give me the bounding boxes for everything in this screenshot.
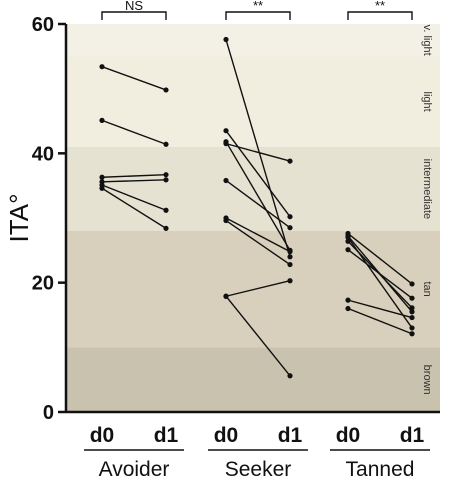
seeker-pair-line-6 — [225, 220, 291, 266]
seeker-point-d1-0 — [287, 254, 293, 260]
y-axis-label: ITA° — [4, 194, 34, 243]
band-label-1: light — [421, 92, 433, 112]
avoider-significance: NS — [125, 0, 143, 13]
tanned-group-label: Tanned — [346, 458, 415, 480]
band-label-4: brown — [421, 365, 433, 395]
band-label-2: intermediate — [421, 159, 433, 220]
seeker-point-d1-4 — [287, 225, 293, 231]
avoider-pair-line-0 — [101, 66, 167, 91]
seeker-point-d0-0 — [223, 36, 229, 43]
seeker-point-d1-3 — [287, 158, 293, 164]
tanned-point-d1-2 — [409, 325, 415, 331]
band-labels: v. light light intermediate tan brown — [421, 25, 433, 395]
avoider-point-d1-0 — [163, 87, 169, 93]
tanned-point-d1-0 — [409, 281, 415, 287]
y-tick-label-3: 60 — [32, 14, 54, 36]
avoider-pair-line-2 — [101, 173, 167, 178]
tanned-point-d1-1 — [409, 309, 415, 315]
avoider-tick-d0: d0 — [90, 424, 115, 447]
tanned-point-d0-3 — [345, 238, 351, 244]
y-tick-label-0: 0 — [43, 402, 54, 424]
x-axis: d0 d1 Avoider d0 d1 Seeker d0 d1 Tanned — [66, 410, 440, 480]
y-tick-label-1: 20 — [32, 273, 54, 295]
avoider-group-label: Avoider — [99, 458, 170, 480]
avoider-point-d0-2 — [99, 174, 105, 180]
avoider-pair-line-1 — [101, 119, 167, 145]
band-0 — [66, 24, 440, 57]
tanned-point-d1-4 — [409, 295, 415, 301]
band-label-0: v. light — [421, 25, 433, 56]
tanned-tick-d1: d1 — [400, 424, 425, 447]
seeker-point-d0-3 — [223, 141, 229, 147]
data-points — [99, 36, 415, 379]
seeker-pair-line-3 — [225, 142, 291, 162]
skin-type-bands — [66, 24, 440, 412]
seeker-tick-d0: d0 — [214, 424, 239, 447]
band-4 — [66, 347, 440, 412]
seeker-point-d1-7 — [287, 278, 293, 284]
seeker-bracket — [225, 11, 291, 20]
seeker-pair-line-4 — [225, 179, 291, 229]
seeker-point-d1-1 — [287, 214, 293, 220]
seeker-significance: ** — [253, 0, 263, 13]
seeker-pair-line-5 — [225, 217, 291, 253]
avoider-point-d0-0 — [99, 64, 105, 70]
avoider-pair-line-3 — [101, 179, 167, 183]
avoider-point-d1-4 — [163, 207, 169, 213]
seeker-point-d0-1 — [223, 128, 229, 134]
seeker-point-d0-6 — [223, 217, 229, 224]
seeker-pair-line-1 — [225, 130, 291, 218]
band-label-3: tan — [421, 281, 433, 296]
tanned-point-d1-6 — [409, 331, 415, 337]
tanned-point-d0-5 — [345, 297, 351, 303]
seeker-point-d1-5 — [287, 249, 293, 255]
tanned-point-d0-4 — [345, 247, 351, 253]
seeker-point-d1-8 — [287, 373, 293, 379]
tanned-pair-line-0 — [347, 232, 413, 285]
tanned-pair-line-5 — [347, 299, 413, 319]
tanned-significance: ** — [375, 0, 385, 13]
avoider-pair-line-5 — [101, 187, 167, 229]
seeker-pair-line-2 — [225, 141, 291, 251]
y-axis: 0 20 40 60 — [32, 14, 68, 424]
seeker-point-d1-6 — [287, 261, 293, 268]
paired-lines — [101, 39, 413, 377]
tanned-pair-line-6 — [347, 307, 413, 335]
avoider-pair-line-4 — [101, 184, 167, 211]
avoider-bracket — [101, 11, 167, 20]
avoider-point-d0-1 — [99, 117, 105, 123]
avoider-point-d1-3 — [163, 177, 169, 183]
significance-brackets: NS ** ** — [101, 0, 413, 20]
tanned-point-d1-3 — [409, 305, 415, 311]
avoider-point-d1-1 — [163, 141, 169, 147]
avoider-point-d1-2 — [163, 172, 169, 178]
tanned-point-d0-6 — [345, 305, 351, 312]
avoider-point-d1-5 — [163, 225, 169, 231]
seeker-group-label: Seeker — [225, 458, 292, 480]
y-tick-label-2: 40 — [32, 143, 54, 165]
avoider-point-d0-5 — [99, 185, 105, 191]
tanned-tick-d0: d0 — [336, 424, 361, 447]
tanned-bracket — [347, 11, 413, 20]
tanned-pair-line-4 — [347, 249, 413, 299]
tanned-point-d1-5 — [409, 314, 415, 321]
seeker-point-d0-4 — [223, 177, 229, 184]
seeker-point-d0-8 — [223, 293, 229, 299]
seeker-pair-line-7 — [225, 280, 291, 297]
seeker-pair-line-8 — [225, 295, 291, 377]
tanned-point-d0-2 — [345, 234, 351, 240]
avoider-tick-d1: d1 — [154, 424, 179, 447]
seeker-tick-d1: d1 — [278, 424, 303, 447]
